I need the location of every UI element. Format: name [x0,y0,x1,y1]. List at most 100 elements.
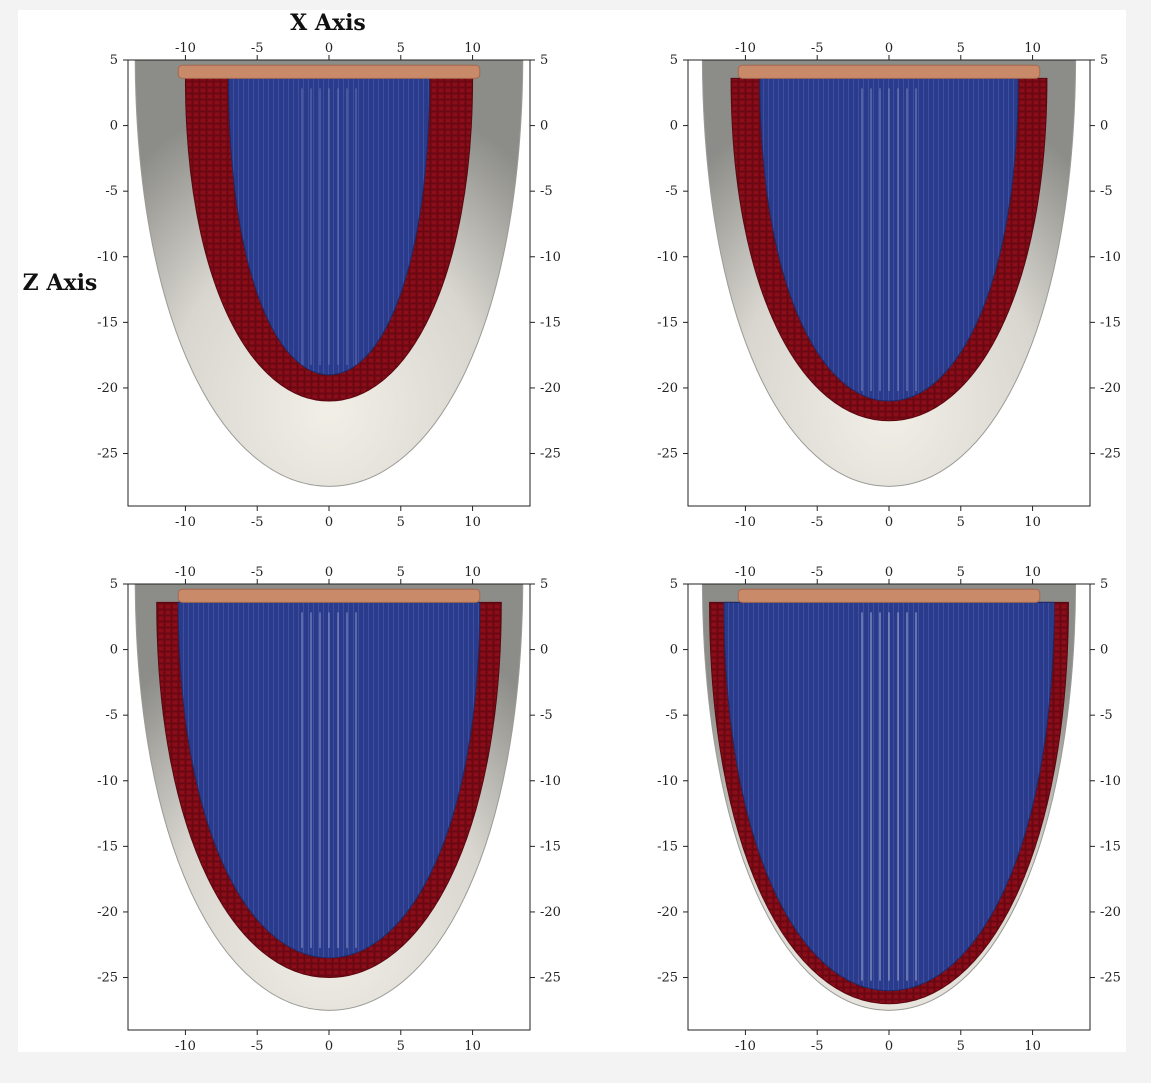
z-tick-label-right: -15 [540,315,561,330]
base-rim [737,588,1041,603]
z-tick-label-left: 5 [110,577,118,592]
x-tick-label-top: 10 [464,41,481,56]
z-tick-label-right: -25 [1100,971,1121,986]
x-tick-label-top: 5 [957,41,965,56]
z-tick-label-right: 5 [540,577,548,592]
x-tick-label-top: 5 [397,41,405,56]
z-tick-label-left: -10 [97,250,118,265]
fiber-streaks [861,612,917,981]
fiber-streaks [301,612,357,948]
x-tick-label-bottom: -10 [735,1039,756,1052]
inner-fiber-layer [759,77,1019,402]
z-tick-label-right: -15 [1100,839,1121,854]
base-rim [737,64,1041,79]
z-tick-label-right: 0 [1100,119,1108,134]
x-tick-label-bottom: 10 [464,1039,481,1052]
panel-top-right: -10 -10 -5 -5 0 0 5 5 10 10 5 5 0 0 -5 -5 -10 -10 -15 -15 -2… [657,41,1121,530]
z-tick-label-right: -5 [1100,184,1113,199]
x-tick-label-bottom: 0 [885,1039,893,1052]
z-tick-label-left: -15 [97,315,118,330]
x-tick-label-bottom: 5 [397,515,405,530]
x-tick-label-bottom: -5 [251,1039,264,1052]
fiber-streaks [861,88,917,392]
x-tick-label-top: 5 [397,565,405,580]
base-rim [177,64,481,79]
x-tick-label-top: -10 [735,41,756,56]
panels: -10 -10 -5 -5 0 0 5 5 10 10 5 5 0 0 -5 -5 -10 -10 -15 -15 -2… [97,41,1121,1052]
x-tick-label-top: 10 [464,565,481,580]
x-tick-label-top: 10 [1024,41,1041,56]
z-tick-label-left: -20 [97,381,118,396]
panel-bottom-right: -10 -10 -5 -5 0 0 5 5 10 10 5 5 0 0 -5 -5 -10 -10 -15 -15 -2… [657,565,1121,1052]
x-tick-label-bottom: -5 [811,515,824,530]
x-tick-label-bottom: 10 [1024,515,1041,530]
z-tick-label-right: -20 [1100,381,1121,396]
z-tick-label-left: 0 [110,643,118,658]
z-tick-label-right: -25 [1100,447,1121,462]
z-tick-label-left: -10 [657,250,678,265]
z-tick-label-left: -15 [657,839,678,854]
z-tick-label-left: 5 [110,53,118,68]
z-tick-label-left: -25 [97,447,118,462]
z-tick-label-left: -20 [657,381,678,396]
z-axis-title: Z Axis [23,270,98,296]
x-tick-label-top: 10 [1024,565,1041,580]
z-tick-label-right: -5 [540,184,553,199]
z-tick-label-left: -10 [657,774,678,789]
x-tick-label-bottom: 0 [325,515,333,530]
z-tick-label-left: 5 [670,577,678,592]
z-tick-label-left: -20 [657,905,678,920]
z-tick-label-left: -5 [665,708,678,723]
figure: X Axis Z Axis -10 -10 -5 -5 0 0 5 5 10 10 5 5 0 0 -5 -5… [18,10,1126,1052]
z-tick-label-right: -10 [1100,250,1121,265]
z-tick-label-right: 5 [540,53,548,68]
x-tick-label-bottom: -5 [811,1039,824,1052]
z-tick-label-right: -5 [540,708,553,723]
z-tick-label-right: 0 [540,643,548,658]
z-tick-label-left: -15 [97,839,118,854]
z-tick-label-left: -20 [97,905,118,920]
x-tick-label-bottom: -10 [175,1039,196,1052]
x-tick-label-bottom: -10 [175,515,196,530]
x-tick-label-top: -10 [175,565,196,580]
inner-fiber-layer [227,77,431,376]
z-tick-label-right: 0 [540,119,548,134]
z-tick-label-right: -10 [540,250,561,265]
x-tick-label-top: 0 [325,41,333,56]
fiber-streaks [301,88,357,365]
z-tick-label-left: -25 [97,971,118,986]
z-tick-label-left: -15 [657,315,678,330]
z-tick-label-right: -20 [540,381,561,396]
x-axis-title: X Axis [290,10,366,36]
x-tick-label-top: -5 [251,565,264,580]
z-tick-label-left: -5 [665,184,678,199]
z-tick-label-right: 5 [1100,577,1108,592]
x-tick-label-bottom: 0 [885,515,893,530]
base-rim [177,588,481,603]
x-tick-label-top: 0 [885,565,893,580]
z-tick-label-right: -20 [540,905,561,920]
x-tick-label-top: 5 [957,565,965,580]
x-tick-label-top: -5 [811,41,824,56]
z-tick-label-left: 0 [670,643,678,658]
z-tick-label-left: -25 [657,971,678,986]
z-tick-label-left: 5 [670,53,678,68]
x-tick-label-top: 0 [325,565,333,580]
x-tick-label-top: 0 [885,41,893,56]
z-tick-label-right: 5 [1100,53,1108,68]
z-tick-label-left: 0 [670,119,678,134]
z-tick-label-left: -10 [97,774,118,789]
x-tick-label-top: -10 [175,41,196,56]
figure-canvas: X Axis Z Axis -10 -10 -5 -5 0 0 5 5 10 10 5 5 0 0 -5 -5… [23,10,1121,1052]
z-tick-label-right: -15 [1100,315,1121,330]
z-tick-label-right: -20 [1100,905,1121,920]
z-tick-label-right: -5 [1100,708,1113,723]
z-tick-label-left: -25 [657,447,678,462]
x-tick-label-bottom: 5 [397,1039,405,1052]
x-tick-label-top: -10 [735,565,756,580]
x-tick-label-bottom: 0 [325,1039,333,1052]
z-tick-label-right: 0 [1100,643,1108,658]
panel-top-left: -10 -10 -5 -5 0 0 5 5 10 10 5 5 0 0 -5 -5 -10 -10 -15 -15 -2… [97,41,561,530]
x-tick-label-bottom: 10 [1024,1039,1041,1052]
x-tick-label-bottom: 5 [957,515,965,530]
